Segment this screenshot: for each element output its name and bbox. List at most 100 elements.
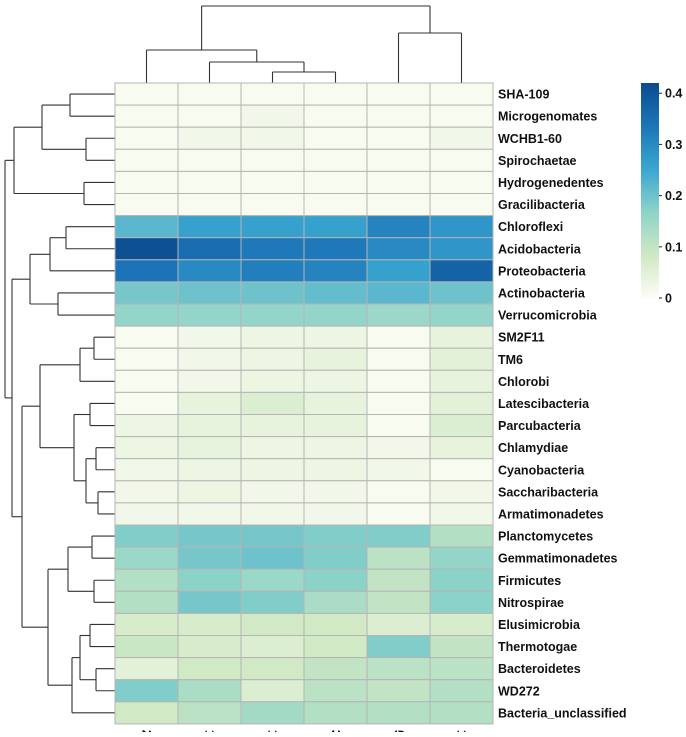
heatmap-cell-Hydrogenedentes-25 [114,170,179,194]
heatmap-cell-Parcubacteria-5 [366,414,431,438]
heatmap-cell-Thermotogae-18 [240,635,305,659]
heatmap-cell-Planctomycetes-13 [177,524,242,548]
heatmap-cell-Nitrospirae-5 [366,590,431,614]
heatmap-cell-Microgenomates-18 [240,104,305,128]
heatmap-cell-Bacteria_unclassified-25 [114,701,179,725]
heatmap-cell-Thermotogae-5 [366,635,431,659]
row-label: Firmicutes [498,574,561,588]
legend-tick-label: 0.2 [665,189,682,203]
heatmap-cell-Latescibacteria-10 [429,391,494,415]
heatmap-cell-Proteobacteria-18 [240,259,305,283]
heatmap-cell-Acidobacteria-5 [366,237,431,261]
heatmap-cell-WD272-18 [240,679,305,703]
heatmap-cell-Microgenomates-13 [177,104,242,128]
heatmap-cell-Chlorobi-18 [240,369,305,393]
heatmap-cell-Planctomycetes-30 [303,524,368,548]
heatmap-cell-Gemmatimonadetes-10 [429,546,494,570]
heatmap-cell-Firmicutes-18 [240,568,305,592]
heatmap-cell-Gracilibacteria-18 [240,193,305,217]
heatmap-cell-Cyanobacteria-10 [429,458,494,482]
heatmap-cell-SHA-109-18 [240,82,305,106]
heatmap-cell-Firmicutes-13 [177,568,242,592]
heatmap-cell-SM2F11-5 [366,325,431,349]
heatmap-cell-Proteobacteria-13 [177,259,242,283]
heatmap-cell-Nitrospirae-30 [303,590,368,614]
heatmap-cell-Planctomycetes-25 [114,524,179,548]
heatmap-cell-Chlorobi-25 [114,369,179,393]
heatmap-cell-Bacteroidetes-13 [177,657,242,681]
heatmap-cell-Acidobacteria-30 [303,237,368,261]
heatmap-cell-Elusimicrobia-10 [429,612,494,637]
color-legend: 0 0.1 0.2 0.3 0.4 [641,83,682,306]
heatmap-cell-Proteobacteria-10 [429,259,494,283]
heatmap-cell-Elusimicrobia-18 [240,612,305,637]
heatmap-cell-Nitrospirae-13 [177,590,242,614]
heatmap-cell-Parcubacteria-10 [429,414,494,438]
heatmap-cell-Elusimicrobia-13 [177,612,242,637]
heatmap-cell-WCHB1-60-5 [366,126,431,150]
heatmap-cell-SHA-109-13 [177,82,242,106]
heatmap-cell-Spirochaetae-25 [114,148,179,172]
heatmap-cell-Elusimicrobia-25 [114,612,179,637]
heatmap-cell-Gracilibacteria-30 [303,193,368,217]
heatmap-cell-Microgenomates-5 [366,104,431,128]
row-label: Gemmatimonadetes [498,552,618,566]
heatmap-cell-Chloroflexi-30 [303,215,368,239]
heatmap-cell-Nitrospirae-25 [114,590,179,614]
heatmap-cell-Verrucomicrobia-10 [429,303,494,327]
heatmap-cell-TM6-5 [366,347,431,371]
heatmap-cell-Acidobacteria-13 [177,237,242,261]
heatmap-cell-Saccharibacteria-18 [240,480,305,504]
heatmap-cell-Actinobacteria-13 [177,281,242,305]
heatmap-cell-Chlamydiae-25 [114,436,179,460]
heatmap-cell-Cyanobacteria-5 [366,458,431,482]
heatmap-cell-Hydrogenedentes-5 [366,170,431,194]
heatmap-cell-Chlorobi-10 [429,369,494,393]
heatmap-cell-WCHB1-60-25 [114,126,179,150]
heatmap-cell-Gracilibacteria-5 [366,193,431,217]
heatmap-cell-Saccharibacteria-30 [303,480,368,504]
heatmap-cell-Saccharibacteria-13 [177,480,242,504]
row-label: Gracilibacteria [498,198,586,212]
heatmap-cell-SHA-109-10 [429,82,494,106]
heatmap-cell-Chlamydiae-18 [240,436,305,460]
row-label: Bacteria_unclassified [498,706,627,720]
heatmap-cell-SM2F11-30 [303,325,368,349]
heatmap-cell-Elusimicrobia-30 [303,612,368,637]
heatmap-cell-Armatimonadetes-30 [303,502,368,526]
heatmap-cell-Firmicutes-10 [429,568,494,592]
heatmap-cell-Spirochaetae-18 [240,148,305,172]
row-label: TM6 [498,353,523,367]
heatmap-cell-Bacteroidetes-18 [240,657,305,681]
legend-tick-label: 0.1 [665,240,682,254]
row-label: Spirochaetae [498,154,577,168]
row-label: Bacteroidetes [498,662,581,676]
heatmap-cell-Actinobacteria-18 [240,281,305,305]
heatmap-cell-SHA-109-25 [114,82,179,106]
heatmap-cell-Actinobacteria-25 [114,281,179,305]
row-dendrogram [4,93,115,714]
heatmap-cell-Chlamydiae-13 [177,436,242,460]
heatmap-cell-Bacteria_unclassified-18 [240,701,305,725]
row-label: Actinobacteria [498,286,586,300]
heatmap-cell-Bacteria_unclassified-30 [303,701,368,725]
heatmap-cell-Planctomycetes-18 [240,524,305,548]
heatmap-cell-Armatimonadetes-25 [114,502,179,526]
heatmap-cell-SHA-109-5 [366,82,431,106]
heatmap-cell-Latescibacteria-18 [240,391,305,415]
heatmap-cell-Hydrogenedentes-13 [177,170,242,194]
heatmap-cell-Chlamydiae-5 [366,436,431,460]
heatmap-cell-SHA-109-30 [303,82,368,106]
heatmap-cells [114,82,494,725]
row-label: Hydrogenedentes [498,176,604,190]
heatmap-cell-Nitrospirae-18 [240,590,305,614]
row-label: Cyanobacteria [498,463,585,477]
heatmap-cell-Spirochaetae-30 [303,148,368,172]
row-label: Latescibacteria [498,397,590,411]
row-label: Thermotogae [498,640,577,654]
heatmap-cell-Hydrogenedentes-10 [429,170,494,194]
heatmap-cell-Chloroflexi-10 [429,215,494,239]
heatmap-cell-Armatimonadetes-10 [429,502,494,526]
